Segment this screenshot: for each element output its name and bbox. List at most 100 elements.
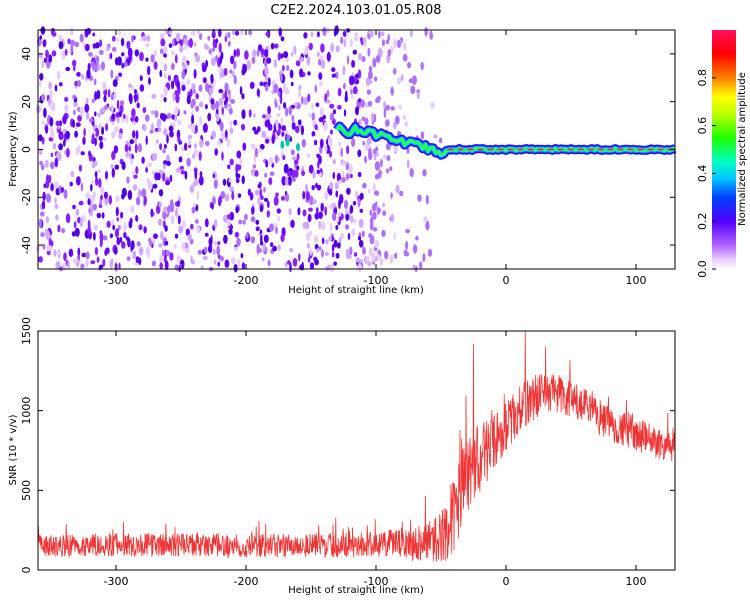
spectrogram-cell bbox=[345, 224, 350, 230]
spectrogram-cell bbox=[272, 245, 277, 252]
spectrogram-cell bbox=[234, 246, 238, 252]
spectrogram-cell bbox=[121, 241, 126, 249]
spectrogram-cell bbox=[183, 110, 187, 115]
spectrogram-cell bbox=[211, 47, 215, 52]
spectrogram-cell bbox=[196, 29, 201, 35]
spectrogram-cell bbox=[97, 64, 101, 71]
spectrogram-cell bbox=[82, 136, 86, 145]
spectrogram-cell bbox=[226, 214, 231, 220]
spectrogram-cell bbox=[375, 151, 379, 157]
spectrogram-cell bbox=[338, 236, 342, 244]
spectrogram-cell bbox=[227, 40, 231, 47]
spectrogram-cell bbox=[56, 251, 61, 256]
spectrogram-cell bbox=[97, 168, 102, 174]
spectrogram-cell bbox=[241, 175, 245, 185]
spectrogram-cell bbox=[241, 109, 246, 120]
spectrogram-cell bbox=[214, 38, 219, 44]
spectrogram-cell bbox=[178, 156, 183, 163]
spectrogram-cell bbox=[218, 89, 224, 94]
spectrogram-cell bbox=[343, 109, 347, 117]
spectrogram-cell bbox=[349, 83, 352, 91]
spectrogram-cell bbox=[267, 77, 271, 87]
spectrogram-cell bbox=[277, 244, 281, 251]
spectrogram-cell bbox=[152, 152, 158, 161]
spectrogram-cell bbox=[382, 210, 387, 216]
spectrogram-cell bbox=[326, 51, 331, 62]
spectrogram-cell bbox=[96, 212, 102, 219]
spectrogram-cell bbox=[179, 45, 184, 53]
spectrogram-cell bbox=[69, 181, 73, 187]
spectrogram-cell bbox=[65, 130, 70, 140]
spectrogram-cell bbox=[118, 111, 122, 118]
spectrogram-cell bbox=[368, 80, 373, 85]
spectrogram-cell bbox=[377, 30, 381, 39]
spectrogram-cell bbox=[79, 106, 84, 117]
spectrogram-cell bbox=[324, 206, 328, 216]
spectrogram-cell bbox=[67, 38, 71, 45]
spectrogram-cell bbox=[100, 61, 106, 71]
spectrogram-cell bbox=[113, 247, 118, 255]
spectrogram-cell bbox=[265, 119, 269, 125]
spectrogram-cell bbox=[311, 112, 315, 121]
spectrogram-cell bbox=[273, 196, 279, 206]
x-tick-label: -200 bbox=[234, 274, 259, 287]
spectrogram-cell bbox=[143, 123, 147, 132]
spectrogram-cell bbox=[332, 109, 337, 115]
spectrogram-cell bbox=[76, 145, 81, 154]
spectrogram-cell bbox=[329, 263, 335, 273]
spectrogram-cell bbox=[73, 109, 76, 116]
spectrogram-cell bbox=[397, 79, 401, 85]
spectrogram-cell bbox=[218, 42, 222, 53]
spectrogram-cell bbox=[262, 114, 267, 119]
spectrogram-cell bbox=[121, 161, 126, 171]
spectrogram-cell bbox=[277, 105, 281, 111]
spectrogram-cell bbox=[224, 129, 228, 138]
spectrogram-cell bbox=[186, 78, 191, 85]
spectrogram-cell bbox=[353, 36, 359, 42]
spectrogram-cell bbox=[93, 231, 96, 241]
spectrogram-cell bbox=[202, 256, 208, 261]
spectrogram-cell bbox=[135, 196, 141, 206]
spectrogram-cell bbox=[227, 32, 231, 38]
spectrogram-cell bbox=[375, 54, 381, 63]
spectrogram-cell bbox=[287, 260, 291, 265]
spectrogram-cell bbox=[113, 145, 119, 154]
spectrogram-cell bbox=[246, 60, 252, 70]
spectrogram-cell bbox=[252, 49, 257, 57]
spectrogram-cell bbox=[224, 259, 230, 268]
spectrogram-cell bbox=[316, 169, 320, 175]
spectrogram-cell bbox=[260, 48, 265, 55]
spectrogram-cell bbox=[54, 181, 59, 190]
spectrogram-cell bbox=[352, 200, 357, 206]
spectrogram-cell bbox=[390, 46, 394, 53]
spectrogram-cell bbox=[221, 151, 224, 161]
spectrogram-cell bbox=[89, 210, 93, 217]
spectrogram-cell bbox=[133, 174, 138, 179]
spectrogram-cell bbox=[244, 214, 248, 221]
spectrogram-cell bbox=[98, 178, 102, 188]
spectrogram-cell bbox=[205, 140, 210, 147]
spectrogram-cell bbox=[264, 83, 269, 92]
spectrogram-cell bbox=[170, 63, 175, 70]
spectrogram-cell bbox=[385, 104, 390, 111]
spectrogram-cell bbox=[280, 117, 284, 125]
spectrogram-cell bbox=[182, 219, 186, 230]
snr-series-line bbox=[37, 330, 676, 562]
spectrogram-cell bbox=[267, 200, 270, 209]
spectrogram-cell bbox=[301, 170, 305, 177]
spectrogram-cell bbox=[103, 95, 107, 103]
spectrogram-cell bbox=[193, 89, 196, 94]
spectrogram-cell bbox=[73, 102, 78, 107]
spectrogram-cell bbox=[130, 205, 135, 214]
spectrogram-cell bbox=[65, 213, 71, 224]
spectrogram-cell bbox=[333, 239, 338, 248]
spectrogram-cell bbox=[234, 231, 240, 238]
spectrogram-cell bbox=[402, 42, 407, 51]
spectrogram-cell bbox=[241, 93, 245, 100]
spectrogram-cell bbox=[119, 100, 125, 105]
spectrogram-cell bbox=[161, 249, 165, 257]
spectrogram-cell bbox=[129, 139, 135, 145]
spectrogram-cell bbox=[191, 83, 196, 91]
spectrogram-cell bbox=[59, 120, 63, 127]
spectrogram-cell bbox=[124, 144, 129, 153]
